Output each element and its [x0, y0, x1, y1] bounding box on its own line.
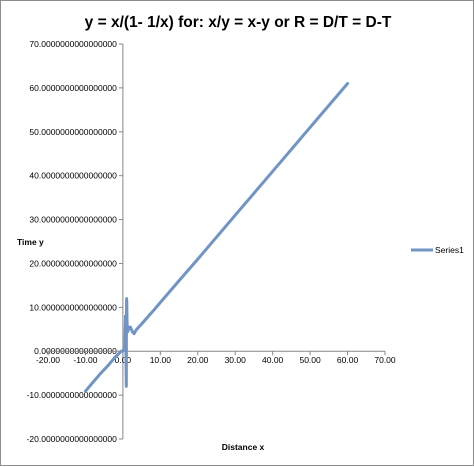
data-point — [309, 126, 311, 128]
data-point — [141, 323, 143, 325]
data-point — [144, 319, 146, 321]
y-tick-label: 60.0000000000000000 — [29, 83, 117, 93]
data-point — [99, 373, 101, 375]
data-point — [107, 365, 109, 367]
data-point — [135, 329, 137, 331]
x-tick-label: -20.00 — [36, 355, 60, 365]
data-point — [347, 82, 349, 85]
y-tick-label: 20.0000000000000000 — [29, 258, 117, 268]
x-tick-label: 30.00 — [225, 355, 247, 365]
data-point — [178, 280, 180, 282]
legend-label-series1: Series1 — [435, 245, 464, 255]
data-point — [125, 348, 127, 350]
x-tick-label: 0.00 — [115, 355, 132, 365]
data-point — [131, 330, 133, 333]
data-point — [125, 337, 127, 339]
x-axis: -20.00 -10.00 0.00 10.00 20.00 30.00 40.00 50.0… — [36, 350, 396, 365]
x-axis-label: Distance x — [222, 442, 265, 452]
y-tick-label: 30.0000000000000000 — [29, 215, 117, 225]
data-point — [122, 350, 124, 352]
y-tick-label: 40.0000000000000000 — [29, 171, 117, 181]
data-point — [124, 315, 127, 317]
data-point — [126, 319, 128, 322]
x-tick-label: 60.00 — [337, 355, 359, 365]
x-tick-label: 40.00 — [262, 355, 284, 365]
y-tick-label: 10.0000000000000000 — [29, 302, 117, 312]
data-point — [152, 310, 154, 312]
x-tick-label: 20.00 — [187, 355, 209, 365]
x-tick-label: 10.00 — [150, 355, 172, 365]
y-tick-label: -20.0000000000000000 — [27, 434, 118, 444]
data-point — [126, 298, 128, 300]
y-axis-label: Time y — [17, 237, 44, 247]
data-point — [197, 258, 199, 260]
data-point — [133, 333, 135, 335]
data-point — [126, 302, 128, 304]
data-point — [124, 346, 126, 348]
data-point — [84, 390, 86, 392]
x-tick-label: -10.00 — [73, 355, 97, 365]
y-tick-label: 50.0000000000000000 — [29, 127, 117, 137]
data-point — [114, 356, 116, 358]
y-tick-label: 70.0000000000000000 — [29, 39, 117, 49]
series-line-series1 — [83, 82, 350, 393]
data-point — [129, 326, 131, 328]
x-tick-label: 50.00 — [299, 355, 321, 365]
legend: Series1 — [411, 245, 464, 255]
x-tick-label: 70.00 — [374, 355, 396, 365]
y-tick-label: -10.0000000000000000 — [27, 390, 118, 400]
data-point — [127, 330, 129, 333]
data-point — [137, 327, 139, 329]
data-point — [125, 385, 127, 387]
data-point — [127, 328, 130, 330]
data-point — [92, 381, 94, 383]
data-point — [120, 350, 122, 352]
chart-title: y = x/(1- 1/x) for: x/y = x-y or R = D/T… — [85, 14, 392, 31]
data-point — [159, 301, 161, 304]
data-point — [272, 170, 274, 172]
data-point — [118, 352, 120, 354]
series-layer — [83, 82, 350, 393]
data-point — [234, 214, 236, 216]
